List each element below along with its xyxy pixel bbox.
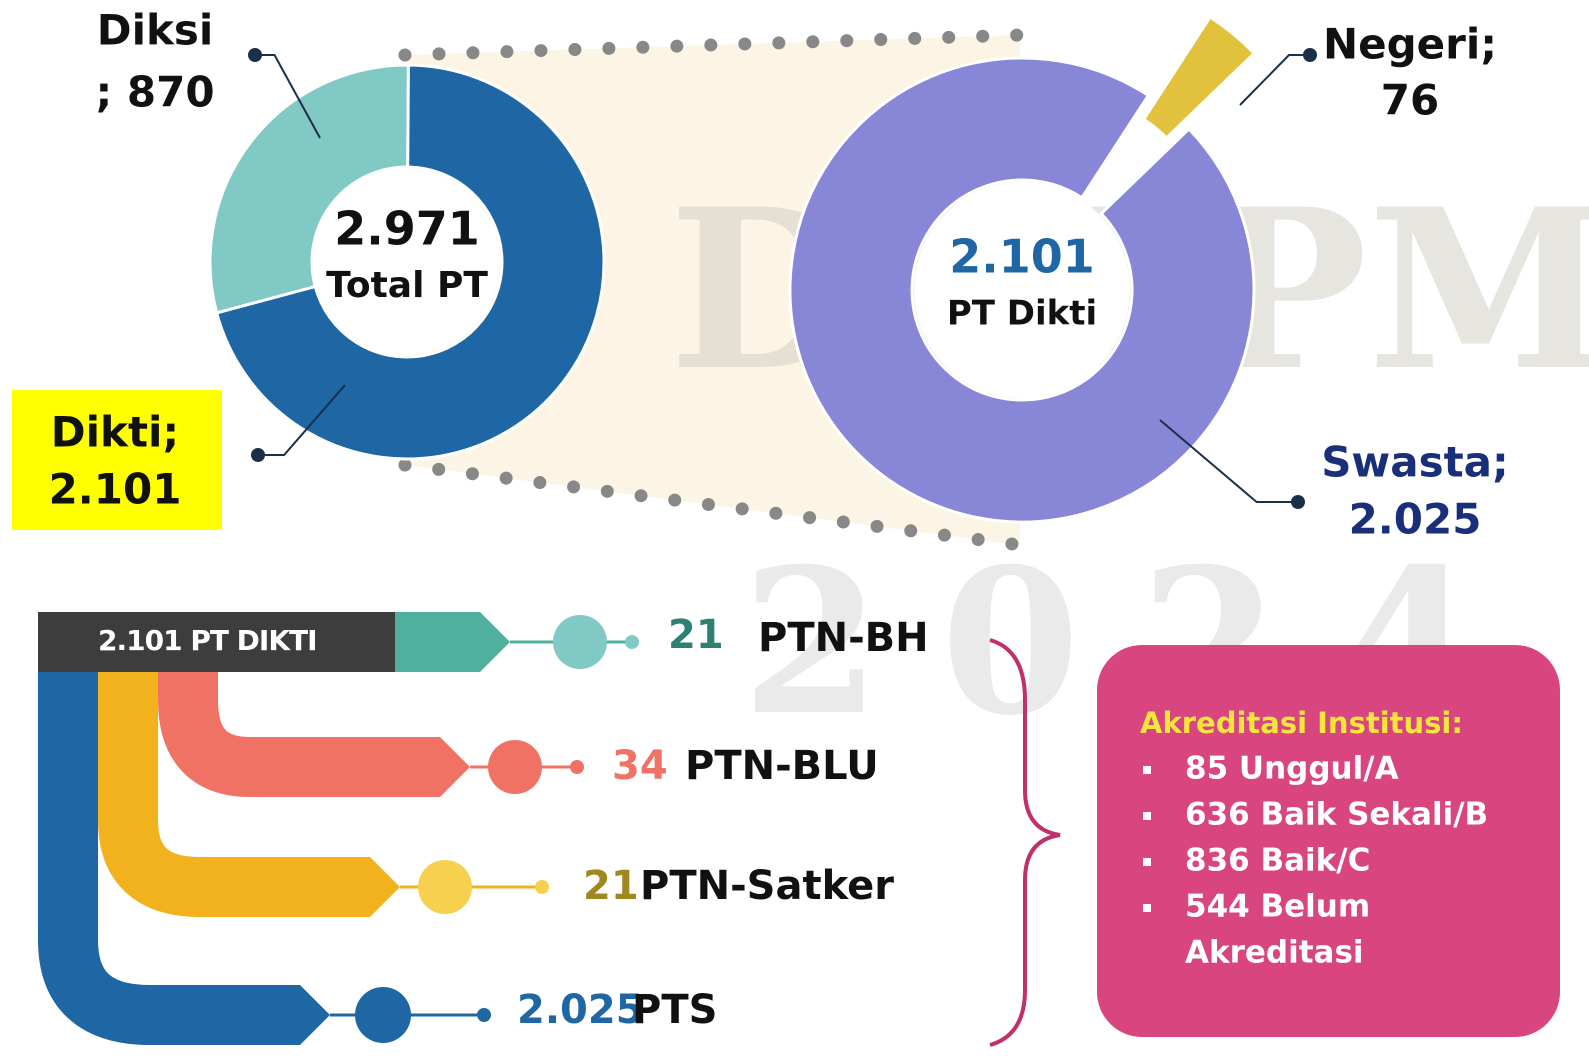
leader bbox=[258, 384, 346, 456]
category-label: Swasta; bbox=[1321, 438, 1509, 487]
center-value: 2.971 bbox=[334, 202, 480, 256]
leader-dot bbox=[251, 448, 265, 462]
highlight bbox=[12, 390, 222, 530]
slice bbox=[214, 63, 606, 461]
donut-hole bbox=[914, 182, 1130, 398]
tree bbox=[38, 612, 1560, 1047]
label: PTS bbox=[632, 987, 717, 1033]
slice bbox=[788, 56, 1256, 524]
category-label: Negeri; bbox=[1323, 20, 1497, 69]
bullet bbox=[1143, 904, 1151, 912]
box-title: Akreditasi Institusi: bbox=[1140, 706, 1463, 740]
list-item: 636 Baik Sekali/B bbox=[1185, 797, 1488, 833]
slice bbox=[1141, 14, 1257, 141]
center-label: Total PT bbox=[326, 265, 488, 306]
count: 21 bbox=[668, 612, 724, 658]
category-label: Diksi bbox=[97, 6, 214, 55]
dotted-line bbox=[398, 458, 1027, 552]
count: 21 bbox=[583, 863, 639, 909]
value-label: 2.025 bbox=[1349, 495, 1482, 544]
list-item: 836 Baik/C bbox=[1185, 843, 1370, 879]
list-item: 544 Belum bbox=[1185, 889, 1370, 925]
leader bbox=[1239, 54, 1310, 106]
value-label: 76 bbox=[1381, 76, 1439, 125]
label: PTN-Satker bbox=[640, 863, 894, 909]
bullet bbox=[1143, 858, 1151, 866]
donuts: Diksi ; 870 Dikti; 2.101 2.971 Total PT Negeri… bbox=[49, 6, 1509, 544]
center-label: PT Dikti bbox=[947, 294, 1097, 334]
count: 2.025 bbox=[517, 987, 644, 1033]
leader bbox=[1159, 419, 1298, 503]
donut-hole bbox=[314, 169, 500, 355]
header: 2.101 PT DIKTI bbox=[98, 624, 317, 657]
category-label: Dikti; bbox=[51, 408, 179, 457]
dotted-line bbox=[398, 28, 1027, 62]
leader-dot bbox=[1291, 495, 1305, 509]
list-item: 85 Unggul/A bbox=[1185, 751, 1399, 787]
value-label: 2.101 bbox=[49, 465, 182, 514]
slice bbox=[208, 63, 410, 315]
center-value: 2.101 bbox=[949, 230, 1095, 284]
list-item: Akreditasi bbox=[1185, 935, 1364, 971]
bullet bbox=[1143, 766, 1151, 774]
label: PTN-BH bbox=[758, 615, 929, 661]
leader-dot bbox=[248, 48, 262, 62]
leader-dot bbox=[1303, 48, 1317, 62]
label: PTN-BLU bbox=[685, 743, 879, 789]
bullet bbox=[1143, 812, 1151, 820]
value-label: ; 870 bbox=[95, 68, 214, 117]
count: 34 bbox=[612, 743, 668, 789]
